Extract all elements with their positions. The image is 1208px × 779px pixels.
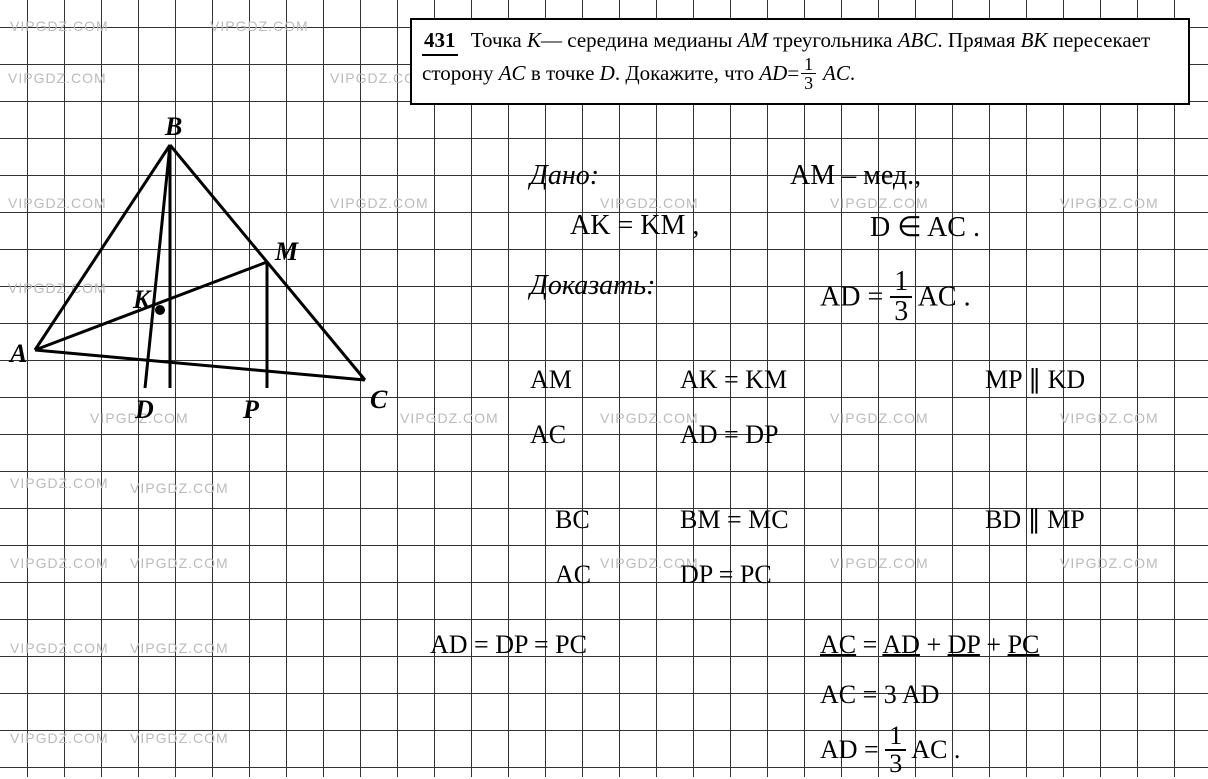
step-am: AM — [530, 365, 572, 395]
svg-text:B: B — [164, 112, 182, 141]
step-dp-pc: DP = PC — [680, 560, 772, 590]
step-ad-dp: AD = DP — [680, 420, 778, 450]
problem-statement-box: 431 Точка K— середина медианы AM треугол… — [410, 18, 1190, 105]
svg-text:P: P — [242, 395, 260, 424]
problem-text: Точка K— середина медианы AM треугольник… — [422, 28, 1150, 85]
given-label: Дано: — [530, 160, 599, 192]
svg-text:C: C — [370, 385, 388, 414]
given-am-median: AM – мед., — [790, 160, 921, 192]
svg-text:A: A — [8, 339, 27, 368]
fraction-one-third: 13 — [801, 55, 816, 92]
triangle-diagram: ABCMKDP — [15, 130, 415, 450]
step-ad-dp-pc: AD = DP = PC — [430, 630, 587, 660]
step-ac-2: AC — [555, 560, 591, 590]
fraction-one-third-hand: 13 — [890, 268, 912, 326]
given-ak-km: AK = KM , — [570, 210, 699, 242]
prove-eq: AD = 13 AC . — [820, 270, 971, 328]
step-bd-mp: BD ∥ MP — [985, 505, 1085, 535]
step-ac-3ad: AC = 3 AD — [820, 680, 939, 710]
problem-number: 431 — [422, 26, 458, 56]
step-mp-kd: MP ∥ KD — [985, 365, 1085, 395]
svg-text:D: D — [134, 395, 154, 424]
prove-label: Доказать: — [530, 270, 655, 302]
given-d-on-ac: D ∈ AC . — [870, 210, 980, 244]
fraction-one-third-final: 13 — [885, 723, 906, 777]
step-final: AD = 13 AC . — [820, 725, 960, 779]
step-bc: BC — [555, 505, 590, 535]
step-ak-km: AK = KM — [680, 365, 787, 395]
svg-text:K: K — [132, 285, 152, 314]
step-bm-mc: BM = MC — [680, 505, 789, 535]
step-ac-sum: AC = AD + DP + PC — [820, 630, 1039, 660]
svg-text:M: M — [274, 237, 299, 266]
step-ac-1: AC — [530, 420, 566, 450]
